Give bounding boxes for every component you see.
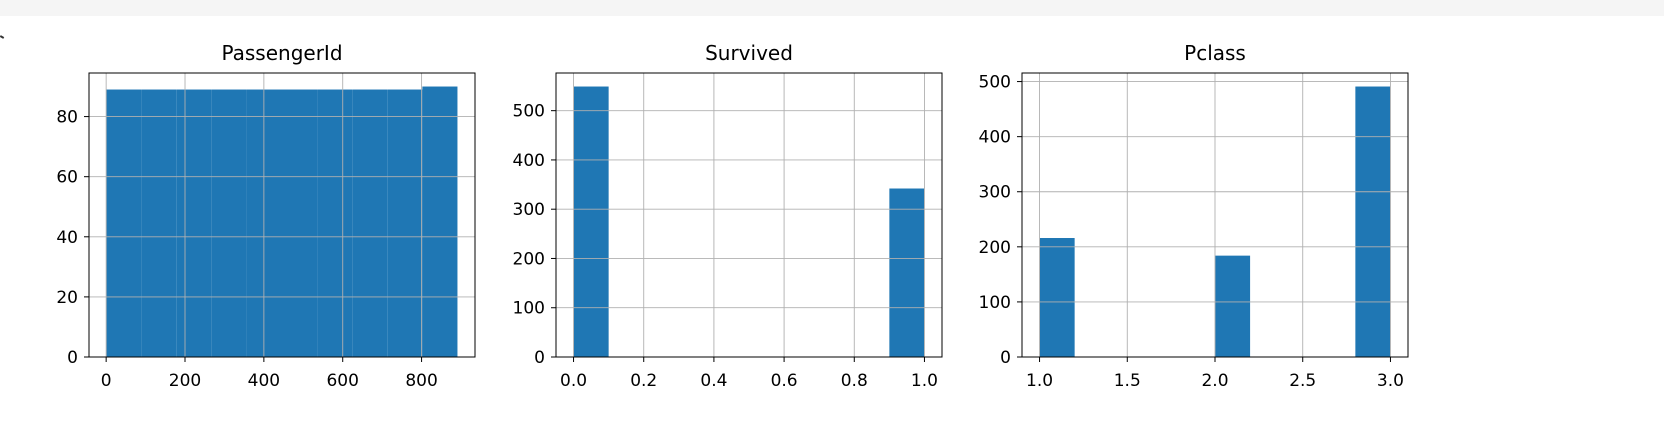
histogram-bar <box>176 89 212 357</box>
x-tick-label: 0.6 <box>771 371 798 391</box>
x-tick-label: 0.0 <box>560 371 587 391</box>
subplot-3: 1.0 1.5 2.0 2.5 3.0 0 100 200 300 400 500 Pclass <box>979 41 1409 391</box>
histogram-bar <box>246 89 282 357</box>
y-tick-label: 500 <box>979 73 1011 93</box>
y-tick-label: 0 <box>1000 348 1011 368</box>
y-tick-label: 60 <box>56 168 78 188</box>
x-tick-label: 800 <box>405 371 437 391</box>
x-tick-label: 1.0 <box>911 371 938 391</box>
subplot-title: Pclass <box>1184 41 1246 65</box>
output-top-strip <box>0 0 1664 16</box>
histogram-bar <box>422 86 458 358</box>
x-tick-label: 400 <box>248 371 280 391</box>
histogram-bar <box>141 89 177 357</box>
axes-frame <box>88 72 476 358</box>
subplot-title: Survived <box>705 41 793 65</box>
histogram-bar <box>106 89 142 357</box>
histogram-bar <box>1215 255 1251 357</box>
histogram-bar <box>387 89 423 357</box>
x-tick-label: 0 <box>101 371 112 391</box>
y-tick-label: 0 <box>534 348 545 368</box>
y-tick-label: 100 <box>513 299 545 319</box>
x-tick-label: 600 <box>326 371 358 391</box>
x-tick-label: 0.2 <box>630 371 657 391</box>
x-tick-label: 3.0 <box>1377 371 1404 391</box>
y-tick-label: 400 <box>979 128 1011 148</box>
y-tick-label: 300 <box>979 183 1011 203</box>
x-tick-label: 0.4 <box>700 371 727 391</box>
histogram-bar <box>352 89 388 357</box>
x-tick-label: 2.5 <box>1289 371 1316 391</box>
histogram-bar <box>573 86 609 358</box>
x-tick-label: 200 <box>169 371 201 391</box>
y-tick-label: 200 <box>513 249 545 269</box>
histogram-bar <box>889 188 925 357</box>
x-tick-label: 1.0 <box>1026 371 1053 391</box>
y-tick-label: 20 <box>56 288 78 308</box>
histogram-bar <box>1355 86 1391 358</box>
histogram-bar <box>1039 238 1075 357</box>
histogram-bar <box>317 89 353 357</box>
subplot-1: 0 200 400 600 800 0 20 40 60 80 PassengerId <box>56 41 476 391</box>
histogram-bar <box>282 89 318 357</box>
x-tick-label: 0.8 <box>841 371 868 391</box>
y-tick-label: 0 <box>67 348 78 368</box>
x-tick-label: 2.0 <box>1201 371 1228 391</box>
histogram-bar <box>211 89 247 357</box>
y-tick-label: 40 <box>56 228 78 248</box>
y-tick-label: 80 <box>56 108 78 128</box>
y-tick-label: 100 <box>979 293 1011 313</box>
y-tick-label: 500 <box>513 102 545 122</box>
y-tick-label: 200 <box>979 238 1011 258</box>
x-tick-label: 1.5 <box>1114 371 1141 391</box>
y-tick-label: 400 <box>513 151 545 171</box>
subplot-title: PassengerId <box>221 41 342 65</box>
axes-frame <box>555 72 943 358</box>
y-tick-label: 300 <box>513 200 545 220</box>
subplot-2: 0.0 0.2 0.4 0.6 0.8 1.0 0 100 200 300 400 500 Surviv… <box>513 41 943 391</box>
